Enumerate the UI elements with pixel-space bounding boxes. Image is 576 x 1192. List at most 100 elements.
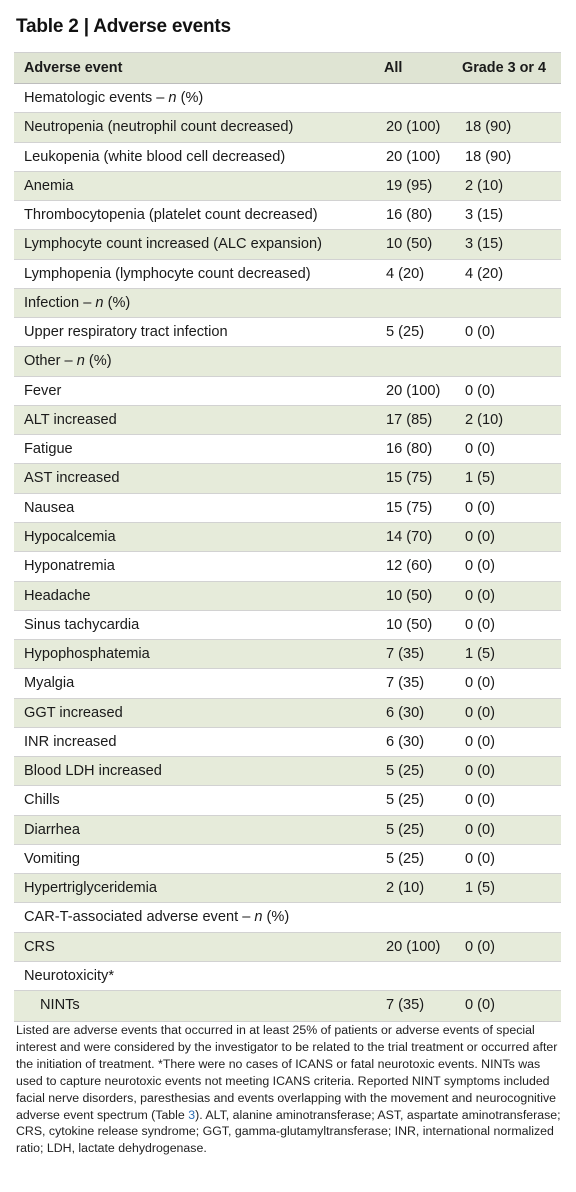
adverse-event-cell: CAR-T-associated adverse event – n (%) bbox=[24, 903, 289, 932]
all-grades-cell: 14 (70) bbox=[386, 528, 433, 545]
table-header-row: Adverse event All Grade 3 or 4 bbox=[14, 53, 561, 84]
table-row: NINTs 7 (35) 0 (0) bbox=[14, 991, 561, 1021]
table-row: Myalgia 7 (35) 0 (0) bbox=[14, 669, 561, 699]
adverse-event-label: Lymphopenia (lymphocyte count decreased) bbox=[24, 265, 311, 282]
adverse-event-label: Leukopenia (white blood cell decreased) bbox=[24, 148, 286, 165]
adverse-event-cell: Sinus tachycardia bbox=[24, 611, 139, 640]
adverse-event-cell: CRS bbox=[24, 933, 55, 962]
table-row: Diarrhea 5 (25) 0 (0) bbox=[14, 815, 561, 845]
grade-3-or-4-cell: 0 (0) bbox=[465, 324, 496, 341]
n-symbol: n bbox=[95, 294, 104, 311]
adverse-event-cell: Hyponatremia bbox=[24, 552, 115, 581]
grade-3-or-4-cell: 0 (0) bbox=[465, 441, 496, 458]
adverse-event-label: AST increased bbox=[24, 470, 120, 487]
table-row: Hypertriglyceridemia 2 (10) 1 (5) bbox=[14, 874, 561, 904]
all-grades-cell: 5 (25) bbox=[386, 792, 425, 809]
table-body: Hematologic events – n (%) Neutropenia (n… bbox=[14, 84, 561, 1021]
adverse-event-label: Hematologic events – bbox=[24, 90, 169, 106]
n-symbol: n bbox=[168, 90, 177, 106]
grade-3-or-4-cell: 0 (0) bbox=[465, 821, 496, 838]
adverse-event-cell: INR increased bbox=[24, 728, 116, 757]
all-grades-cell: 19 (95) bbox=[386, 177, 433, 194]
table-row: Fever 20 (100) 0 (0) bbox=[14, 377, 561, 406]
footnote-text: Listed are adverse events that occurred … bbox=[16, 1023, 558, 1122]
all-grades-cell: 20 (100) bbox=[386, 148, 441, 165]
adverse-event-cell: Other – n (%) bbox=[24, 347, 112, 376]
adverse-event-cell: NINTs bbox=[40, 991, 80, 1020]
table-row: Hypocalcemia 14 (70) 0 (0) bbox=[14, 522, 561, 553]
table-row: Hypophosphatemia 7 (35) 1 (5) bbox=[14, 640, 561, 670]
percent-unit: (%) bbox=[103, 294, 131, 311]
table-row: Lymphocyte count increased (ALC expansio… bbox=[14, 230, 561, 260]
adverse-event-label: Diarrhea bbox=[24, 821, 80, 838]
table-row: INR increased 6 (30) 0 (0) bbox=[14, 728, 561, 758]
grade-3-or-4-cell: 0 (0) bbox=[465, 528, 496, 545]
table-row: Lymphopenia (lymphocyte count decreased)… bbox=[14, 260, 561, 289]
adverse-event-cell: GGT increased bbox=[24, 699, 123, 728]
table-row: AST increased 15 (75) 1 (5) bbox=[14, 464, 561, 494]
table-row: Chills 5 (25) 0 (0) bbox=[14, 786, 561, 816]
section-header-row: Neurotoxicity* bbox=[14, 962, 561, 992]
adverse-event-cell: Lymphopenia (lymphocyte count decreased) bbox=[24, 260, 311, 289]
grade-3-or-4-cell: 1 (5) bbox=[465, 470, 496, 487]
grade-3-or-4-cell: 3 (15) bbox=[465, 236, 504, 253]
n-symbol: n bbox=[76, 353, 85, 370]
adverse-event-label: CRS bbox=[24, 938, 55, 955]
section-header-row: Other – n (%) bbox=[14, 347, 561, 377]
table-row: Thrombocytopenia (platelet count decreas… bbox=[14, 201, 561, 231]
adverse-event-label: Fever bbox=[24, 382, 62, 399]
all-grades-cell: 16 (80) bbox=[386, 207, 433, 224]
adverse-event-label: Neutropenia (neutrophil count decreased) bbox=[24, 119, 294, 136]
table-row: Vomiting 5 (25) 0 (0) bbox=[14, 845, 561, 875]
table-row: CRS 20 (100) 0 (0) bbox=[14, 932, 561, 962]
adverse-event-cell: Lymphocyte count increased (ALC expansio… bbox=[24, 230, 322, 259]
adverse-event-label: Other – bbox=[24, 353, 77, 370]
grade-3-or-4-cell: 3 (15) bbox=[465, 207, 504, 224]
percent-unit: (%) bbox=[84, 353, 112, 370]
all-grades-cell: 12 (60) bbox=[386, 558, 433, 575]
adverse-event-label: ALT increased bbox=[24, 411, 117, 428]
adverse-event-cell: Chills bbox=[24, 786, 60, 815]
table-row: Blood LDH increased 5 (25) 0 (0) bbox=[14, 757, 561, 787]
adverse-event-cell: Anemia bbox=[24, 172, 73, 201]
all-grades-cell: 20 (100) bbox=[386, 382, 441, 399]
grade-3-or-4-cell: 2 (10) bbox=[465, 177, 504, 194]
adverse-event-cell: Fatigue bbox=[24, 435, 73, 464]
column-header-adverse-event: Adverse event bbox=[24, 60, 123, 76]
adverse-event-cell: Hematologic events – n (%) bbox=[24, 84, 203, 113]
grade-3-or-4-cell: 0 (0) bbox=[465, 997, 496, 1014]
table-row: Hyponatremia 12 (60) 0 (0) bbox=[14, 552, 561, 582]
adverse-event-cell: Upper respiratory tract infection bbox=[24, 318, 228, 347]
adverse-event-label: Lymphocyte count increased (ALC expansio… bbox=[24, 236, 322, 253]
adverse-event-label: Infection – bbox=[24, 294, 96, 311]
adverse-event-cell: Neutropenia (neutrophil count decreased) bbox=[24, 113, 293, 142]
grade-3-or-4-cell: 18 (90) bbox=[465, 119, 512, 136]
percent-unit: (%) bbox=[262, 909, 290, 926]
adverse-event-cell: Nausea bbox=[24, 494, 74, 523]
column-header-grade-3-or-4: Grade 3 or 4 bbox=[462, 60, 546, 76]
adverse-event-label: Vomiting bbox=[24, 850, 80, 867]
all-grades-cell: 5 (25) bbox=[386, 850, 425, 867]
all-grades-cell: 7 (35) bbox=[386, 675, 425, 692]
adverse-event-cell: Hypertriglyceridemia bbox=[24, 874, 157, 903]
percent-unit: (%) bbox=[176, 90, 204, 106]
all-grades-cell: 15 (75) bbox=[386, 499, 433, 516]
grade-3-or-4-cell: 0 (0) bbox=[465, 382, 496, 399]
adverse-event-label: Hypocalcemia bbox=[24, 528, 116, 545]
grade-3-or-4-cell: 0 (0) bbox=[465, 763, 496, 780]
all-grades-cell: 20 (100) bbox=[386, 938, 441, 955]
grade-3-or-4-cell: 0 (0) bbox=[465, 587, 496, 604]
all-grades-cell: 4 (20) bbox=[386, 265, 425, 282]
table-row: Anemia 19 (95) 2 (10) bbox=[14, 171, 561, 202]
section-header-row: Hematologic events – n (%) bbox=[14, 84, 561, 114]
adverse-events-table: Adverse event All Grade 3 or 4 Hematolog… bbox=[14, 52, 561, 1022]
grade-3-or-4-cell: 0 (0) bbox=[465, 704, 496, 721]
footnote-text-end: ). ALT, alanine aminotransferase; AST, a… bbox=[16, 1107, 561, 1156]
grade-3-or-4-cell: 4 (20) bbox=[465, 265, 504, 282]
adverse-event-label: Sinus tachycardia bbox=[24, 616, 140, 633]
table-row: Nausea 15 (75) 0 (0) bbox=[14, 494, 561, 523]
adverse-event-label: Anemia bbox=[24, 177, 74, 194]
table-3-reference-link[interactable]: 3 bbox=[188, 1107, 196, 1122]
table-row: Sinus tachycardia 10 (50) 0 (0) bbox=[14, 611, 561, 641]
